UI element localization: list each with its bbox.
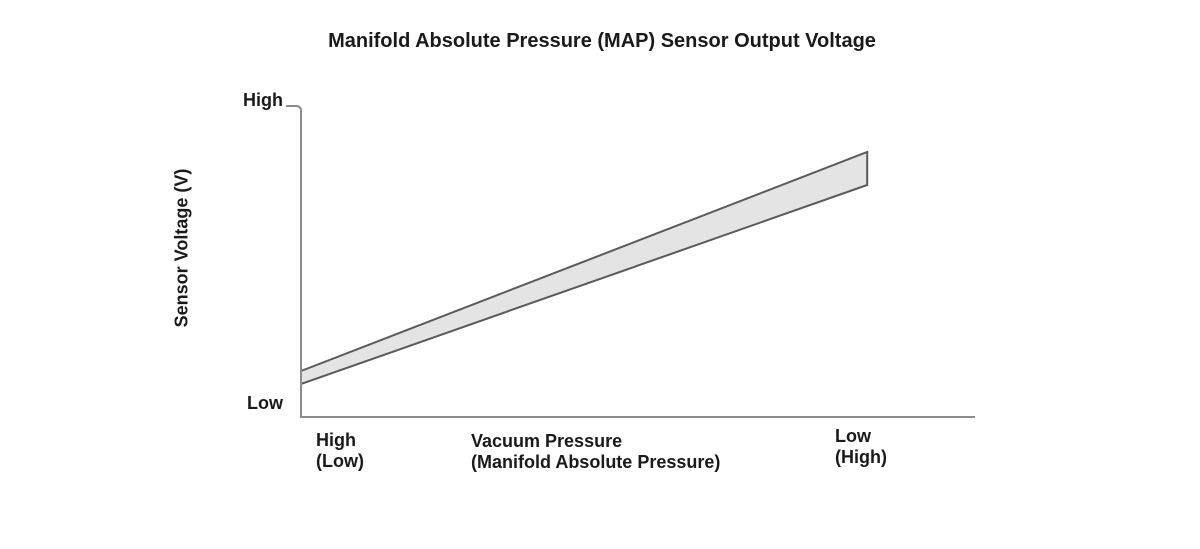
- x-axis-label: Vacuum Pressure (Manifold Absolute Press…: [471, 431, 720, 473]
- x-tick-left-line2: (Low): [316, 451, 364, 471]
- x-tick-left-line1: High: [316, 430, 356, 450]
- sensor-output-band: [300, 150, 869, 386]
- chart-title: Manifold Absolute Pressure (MAP) Sensor …: [328, 30, 876, 52]
- y-tick-low: Low: [247, 393, 283, 413]
- x-axis-label-line1: Vacuum Pressure: [471, 431, 623, 451]
- y-tick-high: High: [243, 90, 283, 110]
- y-axis-line: [286, 105, 302, 416]
- x-tick-right-line2: (High): [835, 447, 887, 467]
- x-tick-right-line1: Low: [835, 426, 871, 446]
- x-tick-right: Low (High): [835, 426, 887, 468]
- x-tick-left: High (Low): [316, 430, 364, 472]
- x-axis-label-line2: (Manifold Absolute Pressure): [471, 452, 721, 472]
